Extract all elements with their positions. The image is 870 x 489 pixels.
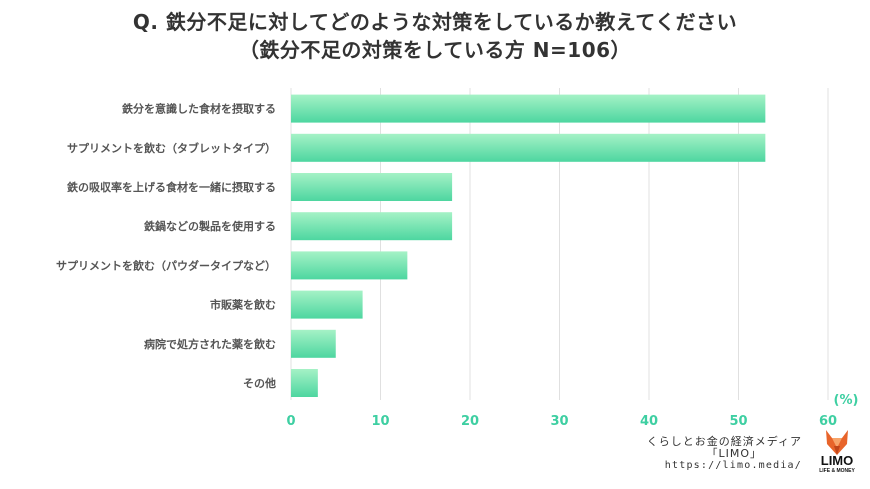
footer-tagline: くらしとお金の経済メディア bbox=[646, 435, 802, 448]
x-tick-label: 50 bbox=[729, 414, 747, 429]
bar bbox=[291, 290, 363, 319]
category-label: 鉄鍋などの製品を使用する bbox=[144, 219, 276, 233]
bar bbox=[291, 369, 318, 397]
category-label: その他 bbox=[243, 376, 276, 390]
x-tick-label: 40 bbox=[640, 414, 658, 429]
bar bbox=[291, 173, 453, 201]
category-label: 病院で処方された薬を飲む bbox=[144, 337, 276, 351]
chart-title-line1: Q. 鉄分不足に対してどのような対策をしているか教えてください bbox=[132, 10, 738, 34]
category-label: 鉄分を意識した食材を摂取する bbox=[122, 102, 276, 116]
chart-title-line2: （鉄分不足の対策をしている方 N=106） bbox=[238, 38, 632, 62]
x-tick-label: 30 bbox=[550, 414, 568, 429]
category-label: 市販薬を飲む bbox=[210, 298, 276, 312]
x-tick-label: 10 bbox=[371, 414, 389, 429]
x-tick-label: 60 bbox=[819, 414, 837, 429]
bar bbox=[291, 212, 453, 241]
footer-brand: 「LIMO」 bbox=[706, 447, 762, 460]
category-label: サプリメントを飲む（パウダータイプなど） bbox=[56, 258, 276, 272]
x-tick-label: 20 bbox=[461, 414, 479, 429]
unit-label: (%) bbox=[834, 393, 859, 408]
bar bbox=[291, 329, 336, 358]
bar bbox=[291, 94, 766, 123]
category-label: サプリメントを飲む（タブレットタイプ） bbox=[67, 141, 276, 155]
chart-title: Q. 鉄分不足に対してどのような対策をしているか教えてください （鉄分不足の対策… bbox=[0, 8, 870, 64]
bar bbox=[291, 133, 766, 162]
logo-tagline: LIFE & MONEY bbox=[819, 468, 855, 474]
bar bbox=[291, 251, 408, 280]
logo-wordmark: LIMO bbox=[820, 453, 854, 468]
footer: くらしとお金の経済メディア 「LIMO」 https://limo.media/ bbox=[572, 436, 802, 472]
fox-icon bbox=[826, 430, 848, 455]
x-tick-label: 0 bbox=[286, 414, 295, 429]
category-label: 鉄の吸収率を上げる食材を一緒に摂取する bbox=[67, 180, 276, 194]
limo-logo: LIMO LIFE & MONEY bbox=[814, 428, 860, 476]
footer-url: https://limo.media/ bbox=[664, 460, 802, 471]
